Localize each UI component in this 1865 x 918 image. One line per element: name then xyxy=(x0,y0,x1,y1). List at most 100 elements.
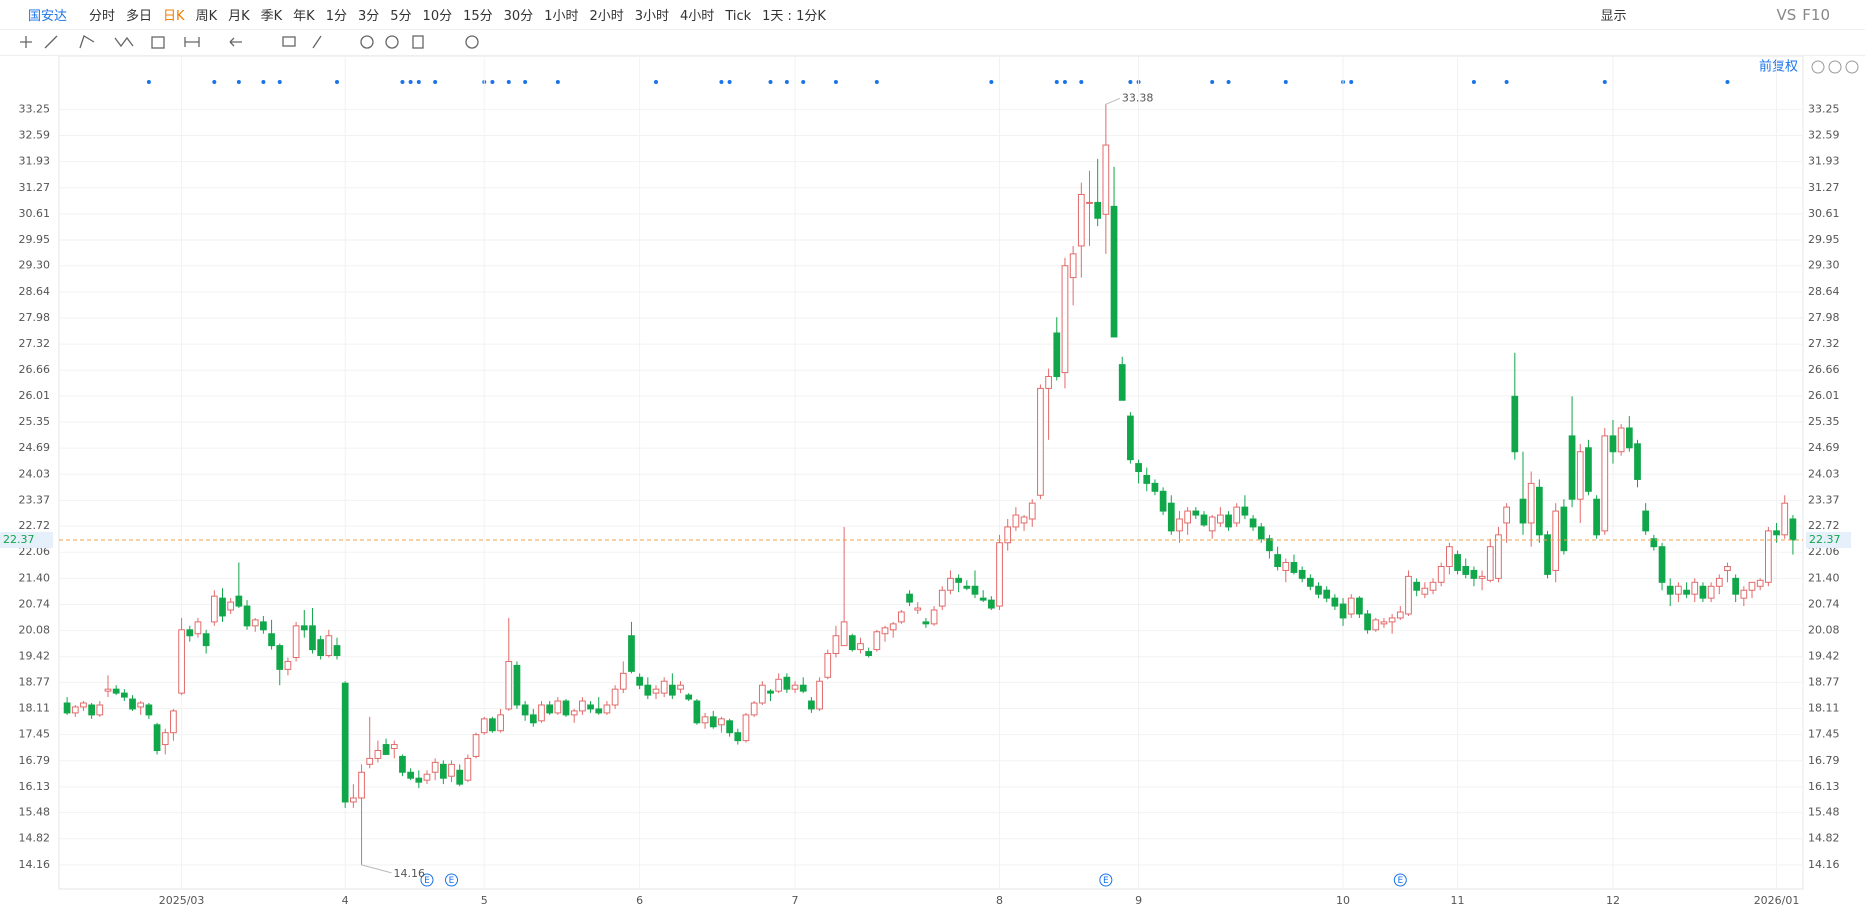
period-tab[interactable]: Tick xyxy=(725,9,752,24)
reset-button[interactable] xyxy=(1811,60,1825,74)
channel-tool[interactable] xyxy=(79,35,95,49)
period-tab[interactable]: 3分 xyxy=(357,9,380,24)
candle-body xyxy=(906,593,913,603)
candle-body xyxy=(219,597,226,617)
candle-body xyxy=(1135,463,1142,473)
y-tick-label: 25.35 xyxy=(19,415,51,428)
candle-body xyxy=(1159,490,1167,512)
candle-body xyxy=(1233,506,1241,524)
candle-body xyxy=(971,585,979,595)
candle-body xyxy=(1724,565,1731,571)
event-dot xyxy=(212,80,217,84)
display-menu[interactable]: 显示 xyxy=(1600,9,1627,24)
y-tick-label: 24.69 xyxy=(19,441,51,454)
candle-body xyxy=(1789,518,1797,541)
candle-body xyxy=(1167,502,1175,532)
settings-tool[interactable] xyxy=(465,35,479,49)
y-tick-label: 19.42 xyxy=(1808,650,1840,663)
event-dot xyxy=(261,80,266,84)
period-tab[interactable]: 多日 xyxy=(126,9,153,24)
range-select[interactable]: 1天 : 1分K xyxy=(762,9,826,24)
candle-body xyxy=(170,710,177,734)
candle-body xyxy=(1282,562,1290,571)
y-tick-label: 25.35 xyxy=(1808,415,1840,428)
period-tab[interactable]: 月K xyxy=(228,9,250,24)
period-tab[interactable]: 10分 xyxy=(422,9,453,24)
zoom-out-button[interactable] xyxy=(1828,60,1842,74)
period-tab[interactable]: 15分 xyxy=(463,9,493,24)
angle-tool[interactable] xyxy=(312,35,322,49)
candle-body xyxy=(1683,589,1690,595)
candle-body xyxy=(448,763,455,777)
candle-body xyxy=(1585,447,1592,492)
candle-body xyxy=(808,700,815,710)
period-tab[interactable]: 4小时 xyxy=(680,9,715,24)
period-tab[interactable]: 30分 xyxy=(503,9,534,24)
period-tab[interactable]: 周K xyxy=(195,9,218,24)
candle-body xyxy=(1184,510,1192,524)
event-dot xyxy=(874,80,879,84)
candle-body xyxy=(1535,486,1543,536)
line-tool[interactable] xyxy=(44,35,58,49)
cycle-tool[interactable] xyxy=(360,35,374,49)
y-tick-label: 16.13 xyxy=(1808,780,1840,793)
period-tab[interactable]: 日K xyxy=(163,9,185,24)
candle-body xyxy=(309,625,316,651)
measure-tool[interactable] xyxy=(184,37,200,47)
period-tab[interactable]: 分时 xyxy=(89,9,116,24)
vs-button[interactable]: VS xyxy=(1776,5,1797,24)
candle-body xyxy=(538,704,545,722)
y-tick-label: 26.01 xyxy=(19,389,51,402)
event-marker xyxy=(1099,873,1113,887)
period-tab[interactable]: 1分 xyxy=(325,9,347,24)
candle-body xyxy=(1020,516,1028,524)
y-tick-label: 18.77 xyxy=(19,675,51,688)
candle-body xyxy=(1127,415,1134,461)
y-tick-label: 24.03 xyxy=(1808,467,1840,480)
candle-body xyxy=(333,645,341,657)
candle-body xyxy=(603,704,611,714)
period-tab[interactable]: 5分 xyxy=(390,9,412,24)
adjust-mode[interactable]: 前复权 xyxy=(1759,59,1798,75)
candle-body xyxy=(758,684,766,704)
candle-body xyxy=(472,734,480,757)
chart-tool[interactable] xyxy=(151,36,165,49)
candle-body xyxy=(1470,569,1478,579)
eye-tool[interactable] xyxy=(385,35,399,49)
y-tick-label: 14.16 xyxy=(19,858,51,871)
move-tool[interactable] xyxy=(20,36,32,48)
x-tick-label: 6 xyxy=(636,894,643,907)
event-dot xyxy=(1062,80,1067,84)
stock-name[interactable]: 国安达 xyxy=(28,9,68,24)
candle-body xyxy=(104,688,112,692)
event-marker xyxy=(420,873,434,887)
event-dot xyxy=(784,80,789,84)
candle-body xyxy=(1740,589,1748,599)
period-tab[interactable]: 年K xyxy=(293,9,315,24)
arrow-tool[interactable] xyxy=(229,37,242,47)
zoom-in-button[interactable] xyxy=(1845,60,1859,74)
f10-button[interactable]: F10 xyxy=(1802,5,1830,24)
candle-body xyxy=(1560,506,1568,552)
candle-body xyxy=(554,700,562,714)
candle-body xyxy=(1462,565,1470,575)
candle-body xyxy=(693,700,701,724)
note-tool[interactable] xyxy=(282,36,296,47)
period-tab[interactable]: 1小时 xyxy=(544,9,579,24)
candle-body xyxy=(996,542,1003,607)
candle-body xyxy=(1781,502,1789,536)
candle-body xyxy=(1012,514,1020,528)
period-tab[interactable]: 3小时 xyxy=(634,9,670,24)
candle-body xyxy=(480,718,488,734)
high-label: 33.38 xyxy=(1122,91,1154,104)
candle-body xyxy=(1732,577,1740,595)
wave-tool[interactable] xyxy=(114,36,134,48)
candle-body xyxy=(1356,597,1363,615)
candle-body xyxy=(1143,474,1151,484)
period-tab[interactable]: 2小时 xyxy=(589,9,624,24)
candle-body xyxy=(292,625,300,659)
delete-tool[interactable] xyxy=(412,35,424,49)
y-tick-label: 28.64 xyxy=(1808,285,1840,298)
period-tab[interactable]: 季K xyxy=(260,9,283,24)
